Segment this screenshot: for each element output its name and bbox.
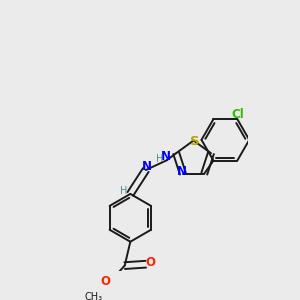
Text: O: O [100,274,111,288]
Text: O: O [146,256,156,269]
Text: H: H [156,154,164,164]
Text: CH₃: CH₃ [85,292,103,300]
Text: N: N [176,165,186,178]
Text: S: S [190,135,200,148]
Text: N: N [142,160,152,173]
Text: N: N [161,150,171,163]
Text: Cl: Cl [232,108,244,121]
Text: H: H [120,186,127,196]
